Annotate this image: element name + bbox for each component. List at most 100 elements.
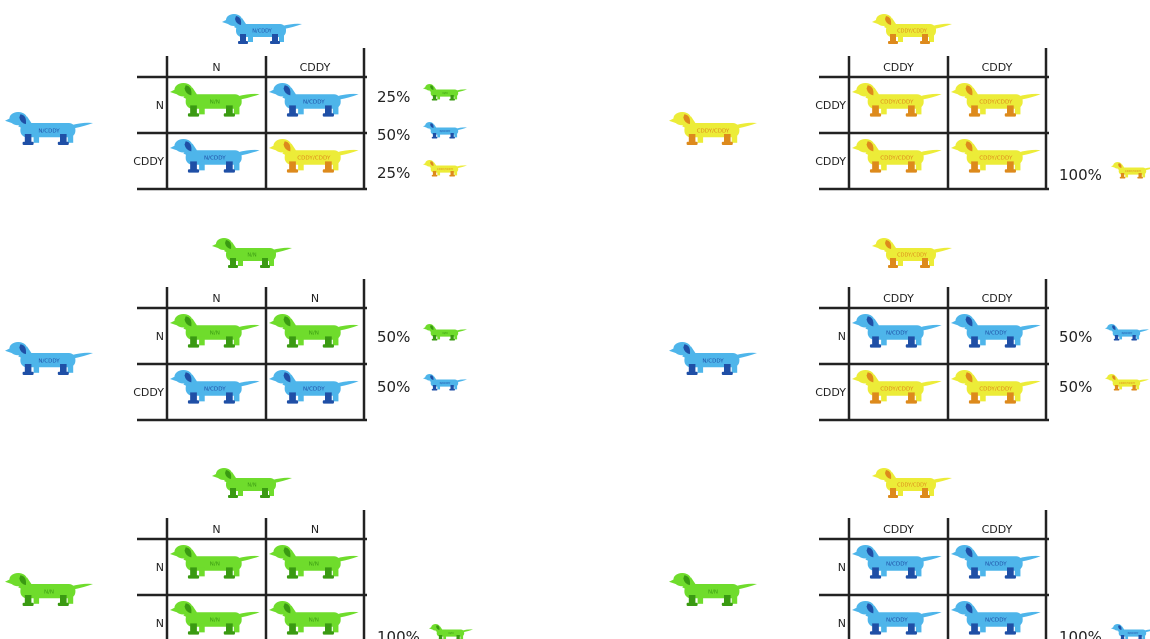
offspring-dog: CDDY/CDDY: [852, 83, 942, 117]
offspring-dog: N/CDDY: [269, 370, 359, 404]
offspring-dog: N/N: [170, 83, 260, 117]
dog-genotype-label: CDDY/CDDY: [697, 128, 730, 134]
dog-genotype-label: N/CDDY: [985, 331, 1007, 337]
dog-genotype-label: N/CDDY: [985, 618, 1007, 624]
dog-genotype-label: N/CDDY: [886, 618, 908, 624]
dog-genotype-label: N/N: [442, 331, 447, 335]
row-header: N: [156, 617, 164, 630]
row-header: N: [838, 617, 846, 630]
dog-genotype-label: CDDY/CDDY: [897, 483, 928, 489]
row-header: N: [156, 99, 164, 112]
result-percent: 100%: [1059, 166, 1102, 184]
row-header: CDDY: [815, 155, 846, 168]
column-header: CDDY: [982, 61, 1013, 74]
result-dog: N/CDDY: [423, 122, 467, 139]
dog-genotype-label: N/N: [442, 91, 447, 95]
result-percent: 50%: [377, 126, 410, 144]
top-parent-dog: CDDY/CDDY: [872, 468, 952, 498]
offspring-dog: N/CDDY: [170, 139, 260, 173]
dog-genotype-label: CDDY/CDDY: [1125, 169, 1142, 173]
dog-genotype-label: CDDY/CDDY: [297, 156, 331, 162]
result-dog: N/N: [423, 84, 467, 101]
side-parent-dog: N/N: [669, 573, 757, 606]
offspring-dog: CDDY/CDDY: [951, 83, 1041, 117]
punnett-square-1: N CDDY N CDDY N/N N/CDDY N/CDDY CDDY/CDDY N/CDDY…: [5, 14, 467, 191]
result-dog: N/CDDY: [423, 374, 467, 391]
result-percent: 25%: [377, 164, 410, 182]
dog-genotype-label: N/N: [309, 331, 319, 337]
offspring-dog: N/CDDY: [951, 601, 1041, 635]
punnett-square-4: CDDY CDDY N CDDY N/CDDY N/CDDY CDDY/CDDY CDDY/C…: [669, 238, 1149, 422]
result-percent: 100%: [1059, 628, 1102, 639]
row-header: CDDY: [133, 155, 164, 168]
dog-genotype-label: N/CDDY: [886, 562, 908, 568]
column-header: CDDY: [982, 523, 1013, 536]
side-parent-dog: N/CDDY: [5, 342, 93, 375]
dog-genotype-label: N/CDDY: [1122, 331, 1133, 335]
dog-genotype-label: N/N: [247, 253, 256, 259]
dog-genotype-label: N/CDDY: [440, 381, 451, 385]
dog-genotype-label: N/CDDY: [440, 129, 451, 133]
dog-genotype-label: N/CDDY: [985, 562, 1007, 568]
dog-genotype-label: CDDY/CDDY: [880, 387, 914, 393]
column-header: CDDY: [883, 292, 914, 305]
dog-genotype-label: N/N: [247, 483, 256, 489]
row-header: N: [156, 330, 164, 343]
offspring-dog: N/CDDY: [951, 314, 1041, 348]
dog-genotype-label: N/N: [448, 631, 453, 635]
row-header: N: [838, 330, 846, 343]
offspring-dog: N/CDDY: [951, 545, 1041, 579]
side-parent-dog: N/CDDY: [5, 112, 93, 145]
dog-genotype-label: N/N: [210, 331, 220, 337]
column-header: CDDY: [883, 523, 914, 536]
dog-genotype-label: N/N: [44, 589, 54, 595]
dog-genotype-label: N/CDDY: [303, 100, 325, 106]
dog-genotype-label: CDDY/CDDY: [979, 156, 1013, 162]
top-parent-dog: N/N: [212, 238, 292, 268]
offspring-dog: N/CDDY: [852, 545, 942, 579]
offspring-dog: N/N: [269, 314, 359, 348]
row-header: CDDY: [815, 99, 846, 112]
row-header: N: [838, 561, 846, 574]
offspring-dog: CDDY/CDDY: [852, 370, 942, 404]
result-dog: N/N: [429, 624, 473, 639]
offspring-dog: N/CDDY: [852, 601, 942, 635]
result-dog: CDDY/CDDY: [1111, 162, 1150, 179]
dog-genotype-label: N/N: [309, 618, 319, 624]
dog-genotype-label: N/CDDY: [702, 358, 724, 364]
dog-genotype-label: N/CDDY: [886, 331, 908, 337]
column-header: CDDY: [300, 61, 331, 74]
row-header: CDDY: [815, 386, 846, 399]
dog-genotype-label: N/N: [708, 589, 718, 595]
side-parent-dog: CDDY/CDDY: [669, 112, 757, 145]
offspring-dog: N/CDDY: [852, 314, 942, 348]
dog-genotype-label: N/CDDY: [303, 387, 325, 393]
dog-genotype-label: N/CDDY: [1128, 631, 1139, 635]
dog-genotype-label: N/N: [210, 100, 220, 106]
result-dog: CDDY/CDDY: [1105, 374, 1149, 391]
column-header: N: [212, 523, 220, 536]
top-parent-dog: CDDY/CDDY: [872, 14, 952, 44]
row-header: N: [156, 561, 164, 574]
result-dog: N/CDDY: [1111, 624, 1150, 639]
dog-genotype-label: CDDY/CDDY: [880, 156, 914, 162]
column-header: N: [311, 292, 319, 305]
offspring-dog: N/N: [269, 601, 359, 635]
column-header: CDDY: [883, 61, 914, 74]
result-percent: 50%: [377, 378, 410, 396]
result-percent: 50%: [1059, 328, 1092, 346]
result-dog: CDDY/CDDY: [423, 160, 467, 177]
offspring-dog: N/CDDY: [269, 83, 359, 117]
dog-genotype-label: N/N: [210, 562, 220, 568]
result-percent: 100%: [377, 628, 420, 639]
dog-genotype-label: CDDY/CDDY: [897, 29, 928, 35]
offspring-dog: CDDY/CDDY: [269, 139, 359, 173]
punnett-square-6: CDDY CDDY N N N/CDDY N/CDDY N/CDDY N/CDDY CDDY/C…: [669, 468, 1150, 639]
result-dog: N/CDDY: [1105, 324, 1149, 341]
column-header: N: [311, 523, 319, 536]
dog-genotype-label: CDDY/CDDY: [979, 100, 1013, 106]
offspring-dog: N/N: [170, 314, 260, 348]
dog-genotype-label: CDDY/CDDY: [979, 387, 1013, 393]
offspring-dog: N/N: [269, 545, 359, 579]
